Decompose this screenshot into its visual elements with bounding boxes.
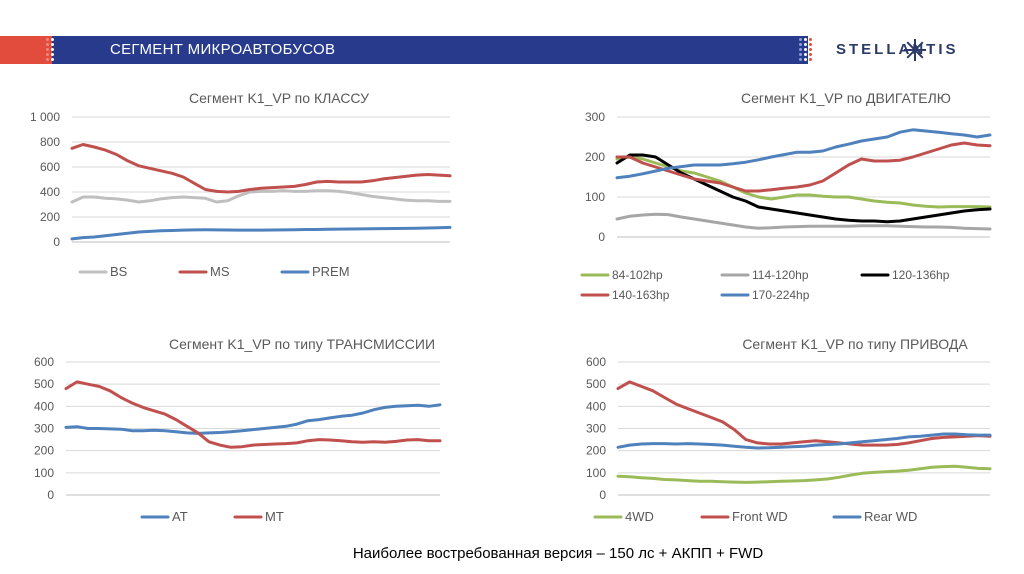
legend-label: Front WD	[732, 509, 788, 524]
y-tick-label: 0	[47, 488, 54, 502]
y-tick-label: 100	[586, 466, 606, 480]
series-line-114-120hp	[615, 212, 992, 231]
series-line-bs	[70, 189, 452, 204]
y-tick-label: 200	[34, 444, 54, 458]
header-dot	[51, 43, 54, 46]
header-dot	[56, 48, 59, 51]
legend-label: 170-224hp	[752, 288, 810, 302]
y-tick-label: 300	[34, 422, 54, 436]
header-dot	[799, 58, 802, 61]
y-tick-label: 0	[53, 235, 60, 249]
series-line-prem	[70, 225, 452, 241]
page-title: СЕГМЕНТ МИКРОАВТОБУСОВ	[110, 41, 336, 58]
y-tick-label: 500	[34, 377, 54, 391]
y-tick-label: 200	[586, 444, 606, 458]
header-dot	[51, 38, 54, 41]
y-tick-label: 600	[34, 355, 54, 369]
header-dots-left	[46, 38, 62, 62]
y-tick-label: 400	[34, 399, 54, 413]
header-dot	[56, 43, 59, 46]
legend-label: 114-120hp	[752, 268, 809, 282]
legend-label: Rear WD	[864, 509, 917, 524]
series-line-170-224hp	[615, 128, 992, 180]
header-dot	[804, 58, 807, 61]
stellantis-logo-text: STELLANTIS	[836, 41, 959, 58]
footer-caption-text: Наиболее востребованная версия – 150 лс …	[352, 545, 764, 562]
y-tick-label: 400	[40, 185, 60, 199]
chart-title: Сегмент K1_VP по КЛАССУ	[189, 90, 369, 106]
chart-title: Сегмент K1_VP по ДВИГАТЕЛЮ	[741, 90, 951, 106]
header-red-accent	[0, 36, 52, 64]
header-dot	[809, 58, 812, 61]
series-line-rear-wd	[616, 432, 992, 450]
series-line-front-wd	[616, 380, 992, 447]
y-tick-label: 600	[40, 160, 60, 174]
header-dot	[804, 43, 807, 46]
header-dots-right	[799, 38, 815, 62]
header-dot	[46, 38, 49, 41]
header-dot	[804, 38, 807, 41]
header-dot	[799, 38, 802, 41]
chart-title: Сегмент K1_VP по типу ПРИВОДА	[742, 336, 968, 352]
legend-label: 140-163hp	[612, 288, 670, 302]
legend-label: AT	[172, 509, 188, 524]
y-tick-label: 300	[585, 110, 605, 124]
y-tick-label: 200	[585, 150, 605, 164]
series-line-at	[64, 403, 442, 435]
series-line-ms	[70, 143, 452, 194]
header-dot	[809, 48, 812, 51]
legend-label: MT	[265, 509, 284, 524]
legend-label: PREM	[312, 264, 350, 279]
header-dot	[799, 48, 802, 51]
header-dot	[51, 53, 54, 56]
stellantis-star-icon	[904, 39, 926, 61]
header-dot	[56, 53, 59, 56]
y-tick-label: 300	[586, 422, 606, 436]
legend-label: 84-102hp	[612, 268, 663, 282]
header-dot	[46, 43, 49, 46]
header-dot	[56, 58, 59, 61]
y-tick-label: 400	[586, 399, 606, 413]
header-dot	[799, 43, 802, 46]
header-dot	[46, 48, 49, 51]
legend-label: BS	[110, 264, 128, 279]
legend-label: 4WD	[625, 509, 654, 524]
header-dot	[804, 53, 807, 56]
header-dot	[46, 53, 49, 56]
header-dot	[51, 48, 54, 51]
y-tick-label: 0	[598, 230, 605, 244]
series-line-mt	[64, 380, 442, 449]
series-line-140-163hp	[615, 141, 992, 193]
footer-caption: Наиболее востребованная версия – 150 лс …	[0, 545, 1024, 562]
header-dot	[46, 58, 49, 61]
y-tick-label: 0	[599, 488, 606, 502]
series-line-120-136hp	[615, 153, 992, 224]
header-dot	[56, 38, 59, 41]
y-tick-label: 200	[40, 210, 60, 224]
chart-title: Сегмент K1_VP по типу ТРАНСМИССИИ	[169, 336, 435, 352]
y-tick-label: 100	[585, 190, 605, 204]
legend-label: 120-136hp	[892, 268, 950, 282]
y-tick-label: 500	[586, 377, 606, 391]
legend-label: MS	[210, 264, 230, 279]
header-band	[0, 36, 808, 64]
series-line-4wd	[616, 464, 992, 484]
header-dot	[809, 43, 812, 46]
header-dot	[799, 53, 802, 56]
header-dot	[809, 53, 812, 56]
header-dot	[804, 48, 807, 51]
y-tick-label: 600	[586, 355, 606, 369]
header-dot	[51, 58, 54, 61]
y-tick-label: 800	[40, 135, 60, 149]
header-dot	[809, 38, 812, 41]
y-tick-label: 1 000	[30, 110, 60, 124]
y-tick-label: 100	[34, 466, 54, 480]
